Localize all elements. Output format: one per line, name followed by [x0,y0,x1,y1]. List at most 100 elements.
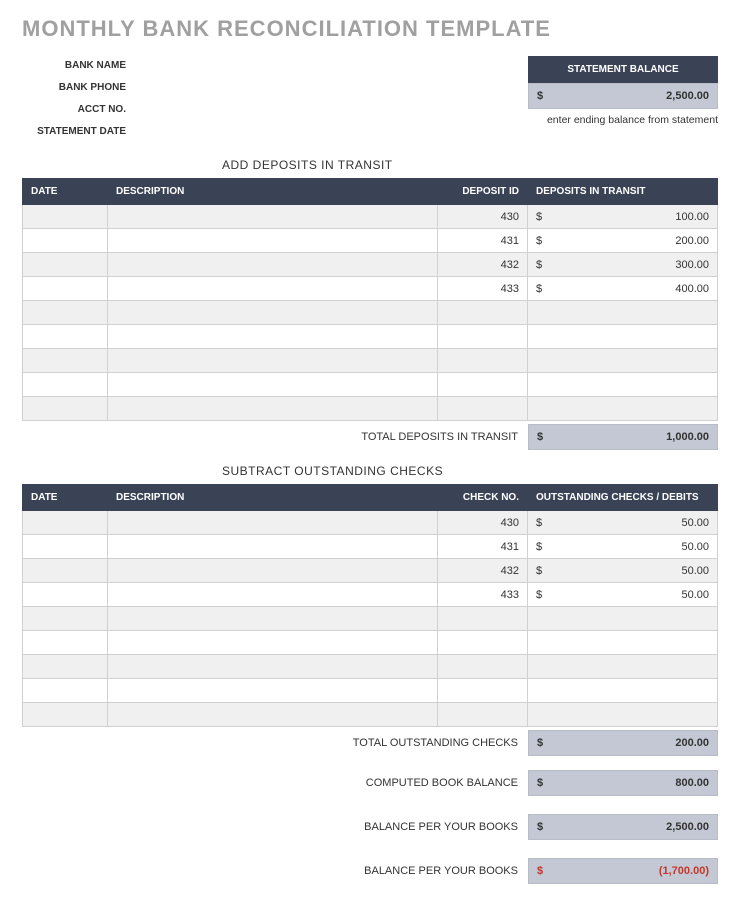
cell-date[interactable] [23,349,108,373]
table-row[interactable] [23,349,718,373]
cell-amount[interactable]: $50.00 [528,535,718,559]
cell-id[interactable] [438,325,528,349]
cell-amount[interactable]: $50.00 [528,559,718,583]
cell-description[interactable] [108,301,438,325]
cell-date[interactable] [23,397,108,421]
cell-id[interactable] [438,397,528,421]
cell-date[interactable] [23,325,108,349]
cell-date[interactable] [23,607,108,631]
cell-description[interactable] [108,349,438,373]
cell-description[interactable] [108,631,438,655]
cell-description[interactable] [108,277,438,301]
table-row[interactable]: 432$50.00 [23,559,718,583]
cell-id[interactable] [438,373,528,397]
cell-id[interactable]: 432 [438,559,528,583]
cell-date[interactable] [23,703,108,727]
amount: 100.00 [675,211,709,223]
table-row[interactable] [23,655,718,679]
currency-symbol: $ [536,259,542,271]
cell-description[interactable] [108,511,438,535]
cell-date[interactable] [23,535,108,559]
table-row[interactable]: 432$300.00 [23,253,718,277]
cell-description[interactable] [108,679,438,703]
cell-amount[interactable] [528,703,718,727]
cell-description[interactable] [108,559,438,583]
cell-id[interactable] [438,655,528,679]
cell-amount[interactable]: $50.00 [528,511,718,535]
cell-amount[interactable] [528,301,718,325]
cell-id[interactable]: 432 [438,253,528,277]
total-amount: 1,000.00 [666,431,709,443]
cell-id[interactable] [438,703,528,727]
cell-amount[interactable] [528,325,718,349]
table-row[interactable]: 431$50.00 [23,535,718,559]
cell-description[interactable] [108,325,438,349]
cell-description[interactable] [108,655,438,679]
cell-amount[interactable]: $300.00 [528,253,718,277]
cell-date[interactable] [23,205,108,229]
currency-symbol: $ [536,283,542,295]
table-row[interactable]: 433$50.00 [23,583,718,607]
cell-description[interactable] [108,229,438,253]
cell-id[interactable]: 431 [438,229,528,253]
cell-date[interactable] [23,583,108,607]
cell-id[interactable] [438,301,528,325]
cell-description[interactable] [108,205,438,229]
cell-id[interactable]: 433 [438,277,528,301]
amount: 50.00 [681,589,709,601]
cell-date[interactable] [23,277,108,301]
cell-description[interactable] [108,253,438,277]
cell-amount[interactable] [528,631,718,655]
cell-amount[interactable] [528,679,718,703]
table-row[interactable]: 430$50.00 [23,511,718,535]
cell-amount[interactable] [528,655,718,679]
cell-description[interactable] [108,397,438,421]
table-row[interactable] [23,301,718,325]
cell-id[interactable] [438,349,528,373]
cell-amount[interactable]: $200.00 [528,229,718,253]
cell-date[interactable] [23,301,108,325]
cell-description[interactable] [108,583,438,607]
cell-date[interactable] [23,679,108,703]
table-row[interactable] [23,631,718,655]
amount: 2,500.00 [666,821,709,833]
cell-amount[interactable]: $100.00 [528,205,718,229]
table-row[interactable] [23,703,718,727]
cell-id[interactable] [438,679,528,703]
cell-date[interactable] [23,511,108,535]
cell-date[interactable] [23,655,108,679]
currency-symbol: $ [537,865,543,877]
table-row[interactable] [23,397,718,421]
cell-amount[interactable] [528,349,718,373]
cell-id[interactable]: 431 [438,535,528,559]
cell-id[interactable]: 433 [438,583,528,607]
statement-balance-value[interactable]: $ 2,500.00 [528,83,718,109]
table-row[interactable]: 431$200.00 [23,229,718,253]
cell-date[interactable] [23,253,108,277]
currency-symbol: $ [537,777,543,789]
cell-id[interactable] [438,631,528,655]
cell-amount[interactable] [528,397,718,421]
cell-description[interactable] [108,373,438,397]
cell-description[interactable] [108,703,438,727]
table-row[interactable]: 430$100.00 [23,205,718,229]
table-row[interactable] [23,373,718,397]
cell-description[interactable] [108,535,438,559]
cell-date[interactable] [23,229,108,253]
cell-date[interactable] [23,373,108,397]
table-row[interactable] [23,325,718,349]
cell-description[interactable] [108,607,438,631]
cell-amount[interactable]: $400.00 [528,277,718,301]
cell-amount[interactable] [528,373,718,397]
cell-id[interactable]: 430 [438,511,528,535]
table-row[interactable] [23,679,718,703]
table-row[interactable] [23,607,718,631]
table-row[interactable]: 433$400.00 [23,277,718,301]
cell-date[interactable] [23,559,108,583]
cell-amount[interactable] [528,607,718,631]
cell-id[interactable] [438,607,528,631]
cell-amount[interactable]: $50.00 [528,583,718,607]
cell-id[interactable]: 430 [438,205,528,229]
cell-date[interactable] [23,631,108,655]
col-check-no: CHECK NO. [438,485,528,511]
